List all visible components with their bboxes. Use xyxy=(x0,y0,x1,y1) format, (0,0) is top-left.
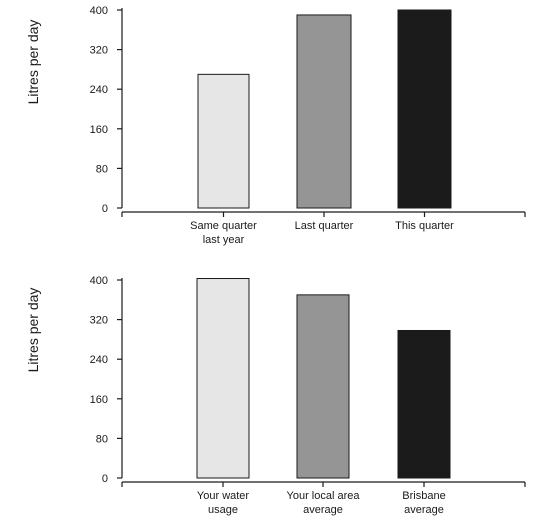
x-tick-label-line: average xyxy=(303,504,343,516)
chart-2: 0 80 160 240 320 400 Your water usage Your local… xyxy=(25,275,526,516)
bar xyxy=(196,278,250,479)
x-tick-label: Last quarter xyxy=(295,220,354,232)
y-tick-label: 160 xyxy=(90,124,108,136)
y-tick-label: 320 xyxy=(90,315,108,327)
x-tick-label-line: Your local area xyxy=(287,490,361,502)
y-axis-label: Litres per day xyxy=(25,20,41,105)
y-tick-label: 160 xyxy=(90,394,108,406)
y-tick-label: 0 xyxy=(102,203,108,215)
y-tick-label: 240 xyxy=(90,84,108,96)
x-tick-label-line: last year xyxy=(203,234,245,246)
bar xyxy=(296,14,352,209)
y-axis-label: Litres per day xyxy=(25,288,41,373)
x-tick-label-line: Same quarter xyxy=(190,220,257,232)
x-tick-label-line: Your water xyxy=(197,490,250,502)
x-tick-label-line: usage xyxy=(208,504,238,516)
y-tick-label: 400 xyxy=(90,275,108,287)
x-tick-label: Your water usage xyxy=(197,490,250,516)
bar xyxy=(197,73,250,209)
x-tick-label: Your local area average xyxy=(287,490,361,516)
bar xyxy=(296,294,350,479)
x-tick-label-line: Last quarter xyxy=(295,220,354,232)
x-tick-label-line: This quarter xyxy=(395,220,454,232)
bar xyxy=(397,329,451,479)
y-tick-label: 80 xyxy=(96,163,108,175)
chart-1: 0 80 160 240 320 400 Same quarter last year Last… xyxy=(25,5,526,246)
bar xyxy=(397,9,452,209)
y-tick-label: 320 xyxy=(90,45,108,57)
y-tick-label: 400 xyxy=(90,5,108,17)
y-tick-label: 0 xyxy=(102,473,108,485)
x-tick-label-line: Brisbane xyxy=(402,490,445,502)
x-tick-label: Brisbane average xyxy=(402,490,445,516)
x-tick-label: This quarter xyxy=(395,220,454,232)
x-tick-label: Same quarter last year xyxy=(190,220,257,246)
x-tick-label-line: average xyxy=(404,504,444,516)
y-tick-label: 240 xyxy=(90,354,108,366)
y-tick-label: 80 xyxy=(96,433,108,445)
